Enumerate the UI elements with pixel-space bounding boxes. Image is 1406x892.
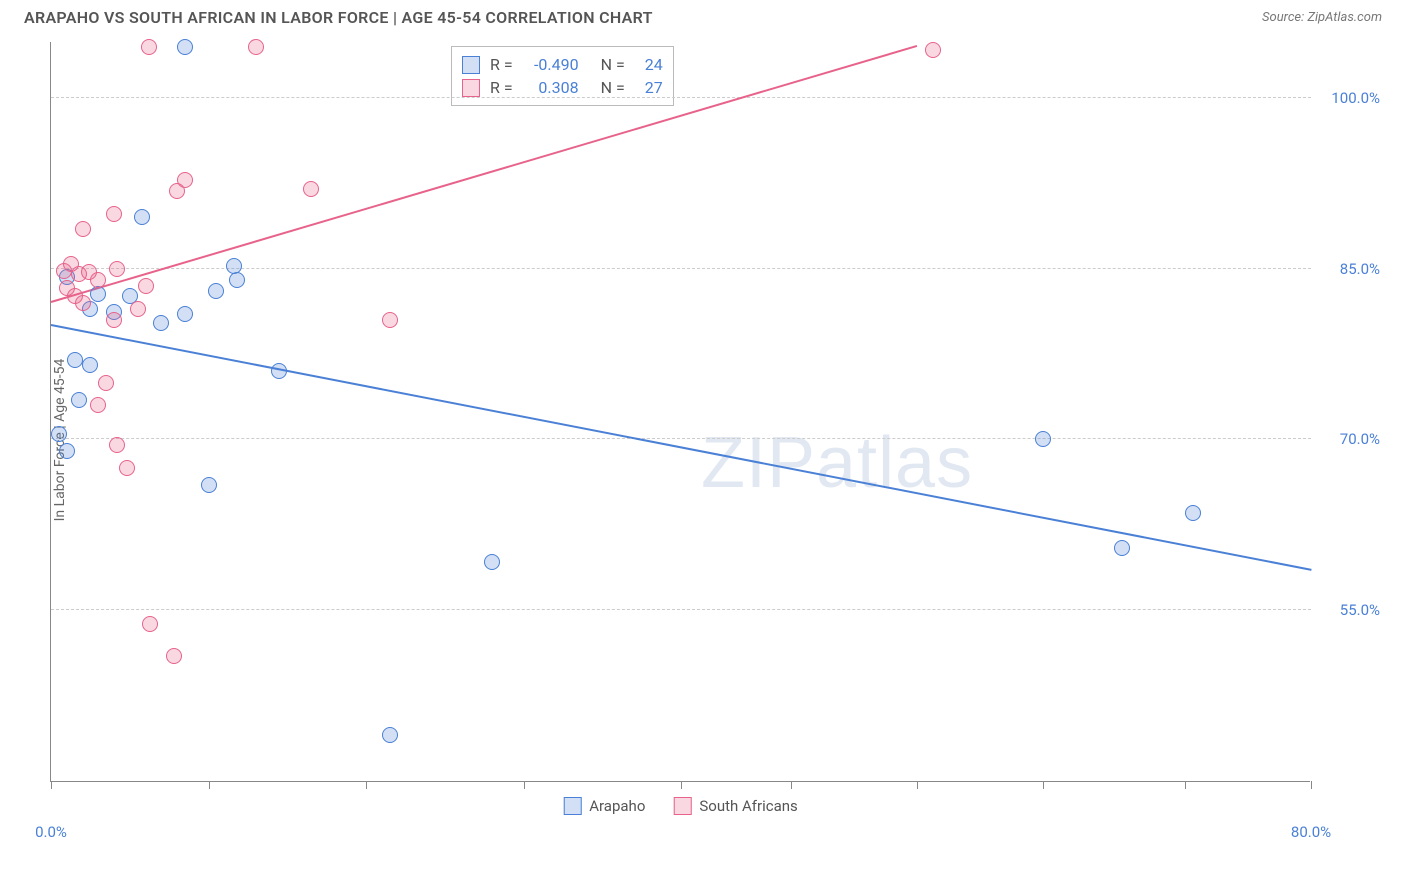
x-tick bbox=[681, 781, 682, 789]
data-point bbox=[177, 306, 193, 322]
data-point bbox=[109, 437, 125, 453]
data-point bbox=[925, 42, 941, 58]
data-point bbox=[90, 397, 106, 413]
x-tick bbox=[1185, 781, 1186, 789]
data-point bbox=[59, 443, 75, 459]
data-point bbox=[71, 392, 87, 408]
legend-swatch bbox=[462, 56, 480, 74]
stats-row: R =0.308N =27 bbox=[462, 76, 663, 99]
data-point bbox=[90, 286, 106, 302]
data-point bbox=[82, 357, 98, 373]
data-point bbox=[382, 727, 398, 743]
data-point bbox=[229, 272, 245, 288]
x-tick bbox=[917, 781, 918, 789]
data-point bbox=[484, 554, 500, 570]
data-point bbox=[98, 375, 114, 391]
x-tick bbox=[524, 781, 525, 789]
trendline bbox=[51, 324, 1311, 571]
chart-title: ARAPAHO VS SOUTH AFRICAN IN LABOR FORCE … bbox=[24, 8, 653, 27]
x-tick-label: 80.0% bbox=[1291, 823, 1331, 841]
data-point bbox=[141, 39, 157, 55]
data-point bbox=[109, 261, 125, 277]
data-point bbox=[1114, 540, 1130, 556]
data-point bbox=[130, 301, 146, 317]
data-point bbox=[169, 183, 185, 199]
data-point bbox=[248, 39, 264, 55]
y-tick-label: 85.0% bbox=[1320, 260, 1380, 278]
watermark-thin: atlas bbox=[816, 423, 973, 503]
data-point bbox=[303, 181, 319, 197]
legend-swatch bbox=[673, 797, 691, 815]
y-tick-label: 100.0% bbox=[1320, 89, 1380, 107]
data-point bbox=[177, 39, 193, 55]
data-point bbox=[1035, 431, 1051, 447]
data-point bbox=[119, 460, 135, 476]
legend-item: South Africans bbox=[673, 797, 797, 815]
data-point bbox=[106, 206, 122, 222]
legend-swatch bbox=[462, 79, 480, 97]
data-point bbox=[134, 209, 150, 225]
chart-header: ARAPAHO VS SOUTH AFRICAN IN LABOR FORCE … bbox=[0, 0, 1406, 31]
data-point bbox=[201, 477, 217, 493]
x-tick bbox=[209, 781, 210, 789]
chart-source: Source: ZipAtlas.com bbox=[1262, 10, 1382, 25]
data-point bbox=[67, 352, 83, 368]
plot-area: ZIPatlas R =-0.490N =24R =0.308N =27 Ara… bbox=[50, 42, 1310, 782]
y-tick-label: 55.0% bbox=[1320, 601, 1380, 619]
legend: Arapaho South Africans bbox=[563, 797, 798, 815]
data-point bbox=[75, 221, 91, 237]
data-point bbox=[208, 283, 224, 299]
data-point bbox=[382, 312, 398, 328]
data-point bbox=[51, 426, 67, 442]
stats-row: R =-0.490N =24 bbox=[462, 53, 663, 76]
legend-label: South Africans bbox=[699, 797, 797, 815]
data-point bbox=[90, 272, 106, 288]
x-tick bbox=[1311, 781, 1312, 789]
legend-swatch bbox=[563, 797, 581, 815]
y-tick-label: 70.0% bbox=[1320, 430, 1380, 448]
legend-item: Arapaho bbox=[563, 797, 645, 815]
x-tick bbox=[1043, 781, 1044, 789]
chart-container: In Labor Force | Age 45-54 ZIPatlas R =-… bbox=[50, 42, 1390, 822]
gridline-h bbox=[51, 438, 1311, 439]
watermark: ZIPatlas bbox=[701, 422, 973, 504]
x-tick bbox=[366, 781, 367, 789]
data-point bbox=[153, 315, 169, 331]
x-tick-label: 0.0% bbox=[35, 823, 67, 841]
data-point bbox=[138, 278, 154, 294]
gridline-h bbox=[51, 609, 1311, 610]
data-point bbox=[75, 295, 91, 311]
data-point bbox=[271, 363, 287, 379]
data-point bbox=[1185, 505, 1201, 521]
x-tick bbox=[51, 781, 52, 789]
x-tick bbox=[791, 781, 792, 789]
data-point bbox=[166, 648, 182, 664]
data-point bbox=[142, 616, 158, 632]
gridline-h bbox=[51, 97, 1311, 98]
legend-label: Arapaho bbox=[589, 797, 645, 815]
data-point bbox=[56, 263, 72, 279]
data-point bbox=[106, 312, 122, 328]
